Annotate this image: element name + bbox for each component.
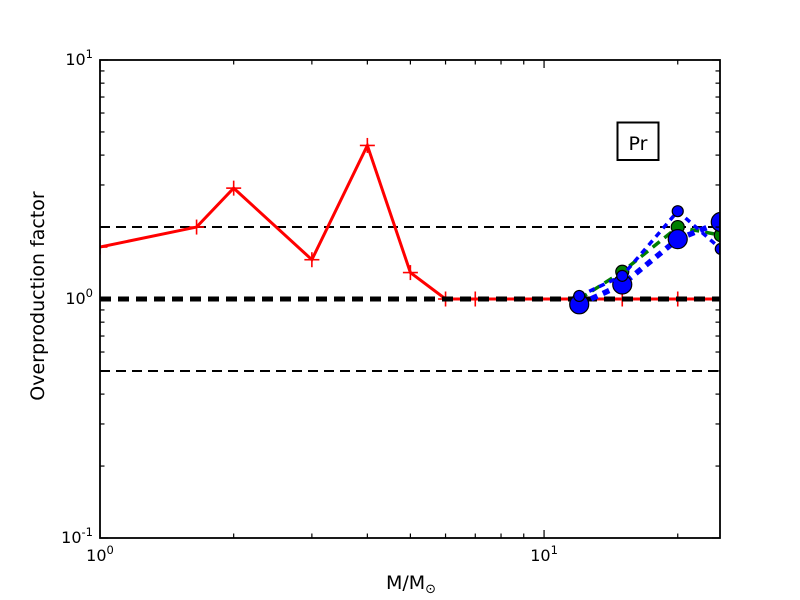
data-point-circle [573, 289, 586, 303]
data-point-circle [616, 269, 629, 282]
y-tick-label: 10-1 [61, 525, 93, 547]
annotation-label: Pr [629, 133, 648, 155]
plot-area [100, 137, 720, 372]
y-axis-label: Overproduction factor [27, 191, 49, 401]
data-point-circle [713, 228, 720, 243]
data-point-circle [714, 242, 720, 255]
series-line-blue-thin-dotted-small-circle-markers [578, 208, 720, 298]
x-tick-label: 101 [530, 543, 558, 565]
y-tick-label: 101 [65, 47, 93, 69]
x-tick-label: 100 [86, 543, 114, 565]
data-point-circle [671, 205, 684, 218]
series-line-blue-thick-dotted-large-circle-markers [578, 219, 720, 307]
y-tick-label: 100 [65, 286, 93, 308]
axis-ticks [99, 59, 720, 539]
x-axis-label: M/M⊙ [386, 572, 436, 597]
data-point-circle [667, 229, 688, 250]
annotation-box [616, 121, 660, 161]
